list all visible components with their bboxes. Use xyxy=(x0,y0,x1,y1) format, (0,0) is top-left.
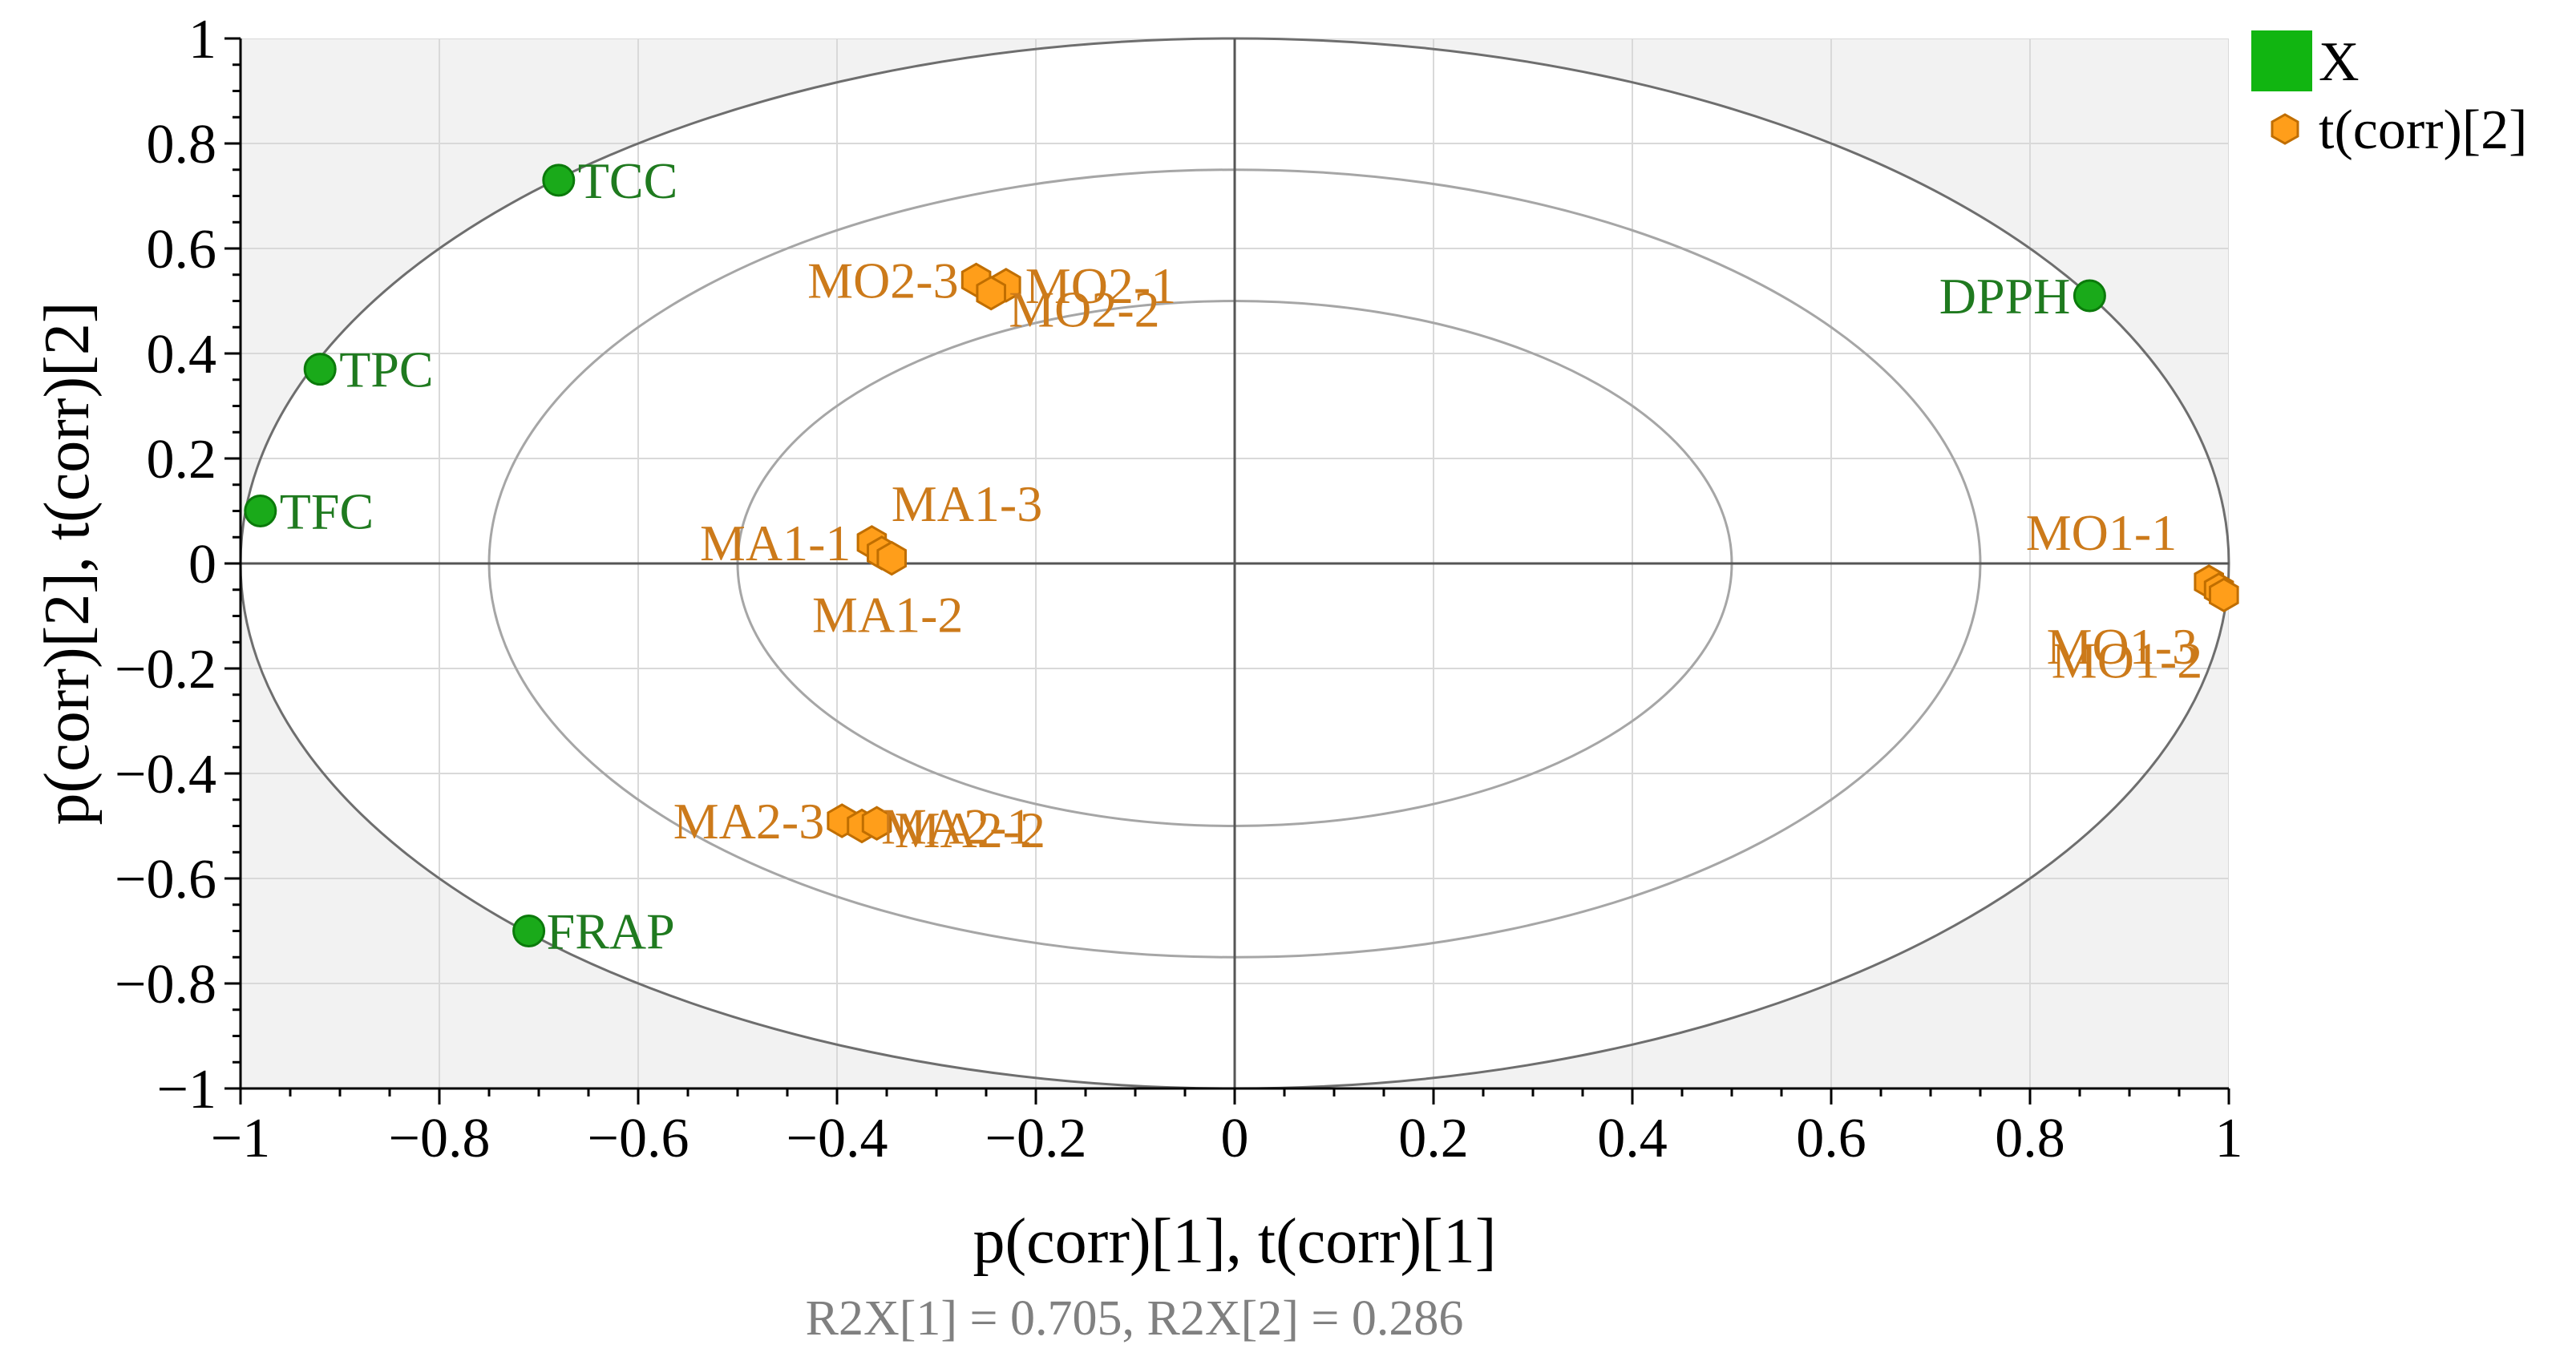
x-tick-label: −0.8 xyxy=(389,1108,491,1169)
legend: X t(corr)[2] xyxy=(2251,30,2527,161)
legend-x-swatch xyxy=(2251,30,2312,91)
subtitle: R2X[1] = 0.705, R2X[2] = 0.286 xyxy=(806,1291,1464,1346)
point-mo1-2 xyxy=(2209,577,2239,613)
y-tick-label: 0.6 xyxy=(147,219,217,281)
y-tick-label: 0.8 xyxy=(147,114,217,176)
point-frap xyxy=(512,915,546,947)
point-dpph xyxy=(2073,279,2106,313)
label-ma2-2: MA2-2 xyxy=(895,802,1045,858)
label-mo1-3: MO1-3 xyxy=(2047,618,2198,675)
y-tick-label: −1 xyxy=(157,1059,216,1121)
x-tick-label: −1 xyxy=(211,1108,270,1169)
y-tick-label: −0.4 xyxy=(115,744,216,806)
x-tick-label: 0.4 xyxy=(1597,1108,1668,1169)
x-tick-labels: −1 −0.8 −0.6 −0.4 −0.2 0 0.2 0.4 0.6 0.8 1 xyxy=(211,1108,2243,1169)
legend-x-label: X xyxy=(2319,31,2360,93)
label-tpc: TPC xyxy=(339,341,433,398)
y-axis-title: p(corr)[2], t(corr)[2] xyxy=(32,302,103,826)
label-dpph: DPPH xyxy=(1939,268,2071,325)
label-ma1-3: MA1-3 xyxy=(892,475,1042,532)
x-tick-label: 0.8 xyxy=(1995,1108,2065,1169)
x-tick-label: 0.2 xyxy=(1398,1108,1469,1169)
point-ma2-2 xyxy=(861,806,892,841)
y-tick-label: 0.4 xyxy=(147,324,217,386)
y-tick-label: −0.2 xyxy=(115,639,216,701)
x-tick-label: 0.6 xyxy=(1796,1108,1866,1169)
label-ma2-3: MA2-3 xyxy=(673,793,824,850)
data-points xyxy=(244,164,2239,947)
x-axis-title: p(corr)[1], t(corr)[1] xyxy=(973,1206,1497,1277)
label-mo2-2: MO2-2 xyxy=(1009,281,1159,338)
label-frap: FRAP xyxy=(547,903,675,960)
x-tick-label: −0.4 xyxy=(787,1108,888,1169)
y-tick-labels: −1 −0.8 −0.6 −0.4 −0.2 0 0.2 0.4 0.6 0.8 1 xyxy=(115,9,216,1121)
label-mo1-1: MO1-1 xyxy=(2026,504,2177,561)
x-tick-label: −0.6 xyxy=(588,1108,689,1169)
y-tick-label: −0.6 xyxy=(115,849,216,911)
legend-t-label: t(corr)[2] xyxy=(2319,99,2527,161)
x-tick-label: −0.2 xyxy=(985,1108,1087,1169)
point-tfc xyxy=(244,495,277,527)
label-tcc: TCC xyxy=(578,152,677,209)
y-tick-label: 0.2 xyxy=(147,429,217,491)
y-tick-label: −0.8 xyxy=(115,954,216,1016)
point-tcc xyxy=(542,164,576,197)
x-tick-label: 1 xyxy=(2215,1108,2243,1169)
label-ma2-1: MA2-1 xyxy=(881,798,1032,855)
label-ma1-2: MA1-2 xyxy=(812,586,963,643)
x-tick-label: 0 xyxy=(1221,1108,1249,1169)
y-tick-label: 1 xyxy=(188,9,216,71)
axes xyxy=(224,37,2230,1104)
point-tpc xyxy=(303,353,337,386)
legend-hexagon-icon xyxy=(2271,113,2299,145)
label-mo2-1: MO2-1 xyxy=(1025,257,1176,314)
label-mo2-3: MO2-3 xyxy=(807,252,958,309)
label-ma1-1: MA1-1 xyxy=(700,515,851,571)
label-tfc: TFC xyxy=(280,483,374,540)
zero-axes xyxy=(241,38,2229,1088)
point-ma1-2 xyxy=(876,540,907,576)
y-tick-label: 0 xyxy=(188,534,216,596)
label-mo1-2: MO1-2 xyxy=(2052,632,2202,689)
point-mo2-2 xyxy=(976,275,1006,311)
